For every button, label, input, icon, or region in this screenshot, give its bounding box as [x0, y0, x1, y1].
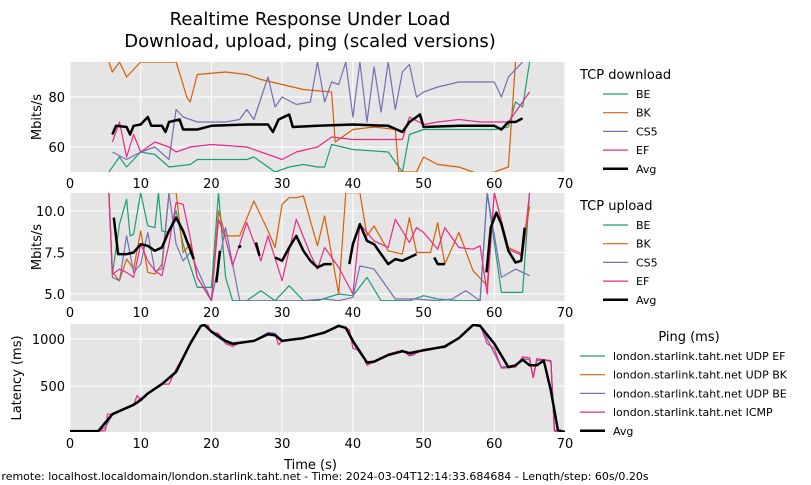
plot-area	[70, 62, 565, 172]
x-tick-label: 30	[274, 437, 291, 452]
legend-label: BK	[636, 107, 652, 120]
legend-label: EF	[636, 275, 649, 288]
x-tick-label: 10	[132, 177, 149, 192]
y-tick-label: 80	[48, 91, 65, 106]
series-line-bk	[108, 62, 517, 172]
series-group	[70, 324, 565, 432]
panel-3: 0 10 20 30 40 50 60 70 500 1000 Latency (ms) Time (…	[10, 324, 788, 473]
legend: TCP download BE BK CS5 EF Avg	[579, 68, 671, 176]
y-tick-label: 10.0	[36, 205, 65, 220]
x-tick-label: 0	[66, 437, 74, 452]
legend: TCP upload BE BK CS5 EF Avg	[579, 199, 658, 307]
x-tick-label: 30	[274, 177, 291, 192]
series-line-ef	[111, 91, 531, 161]
legend-label: london.starlink.taht.net UDP EF	[613, 350, 786, 363]
y-tick-label: 7.5	[44, 246, 65, 261]
chart-subtitle: Download, upload, ping (scaled versions)	[124, 31, 496, 52]
legend-label: london.starlink.taht.net UDP BK	[613, 369, 788, 382]
legend-label: CS5	[636, 256, 658, 269]
y-axis-label: Mbits/s	[30, 224, 45, 270]
legend-label: london.starlink.taht.net UDP BE	[613, 387, 787, 400]
series-group	[108, 62, 531, 172]
series-group	[108, 193, 531, 301]
x-tick-label: 0	[66, 306, 74, 321]
series-line-be	[108, 62, 531, 172]
series-line-cs5	[112, 62, 524, 161]
x-tick-label: 20	[203, 177, 220, 192]
x-tick-label: 70	[557, 437, 574, 452]
series-line-avg	[70, 324, 565, 432]
y-axis-label: Mbits/s	[30, 94, 45, 140]
legend-label: Avg	[636, 294, 656, 307]
x-tick-label: 50	[415, 306, 432, 321]
x-tick-label: 70	[557, 306, 574, 321]
x-tick-label: 10	[132, 306, 149, 321]
legend-label: BE	[636, 219, 651, 232]
y-tick-label: 1000	[32, 333, 65, 348]
legend-label: Avg	[613, 425, 633, 438]
legend: Ping (ms) london.starlink.taht.net UDP EF…	[580, 330, 788, 438]
legend-title: TCP upload	[579, 199, 653, 214]
x-tick-label: 40	[345, 177, 362, 192]
y-tick-label: 5.0	[44, 288, 65, 303]
y-axis-label: Latency (ms)	[10, 335, 25, 420]
series-line-cs5	[108, 193, 530, 301]
legend-title: TCP download	[579, 68, 671, 83]
series-line-avg	[112, 211, 526, 283]
y-tick-label: 60	[48, 141, 65, 156]
legend-label: CS5	[636, 125, 658, 138]
x-tick-label: 70	[557, 177, 574, 192]
plot-area	[70, 324, 565, 432]
x-tick-label: 20	[203, 306, 220, 321]
panel-2: 0 10 20 30 40 50 60 70 5.0 7.5 10.0 Mbits/s TCP uplo…	[30, 193, 658, 321]
y-tick-label: 500	[40, 380, 65, 395]
x-tick-label: 30	[274, 306, 291, 321]
x-tick-label: 40	[345, 306, 362, 321]
legend-title: Ping (ms)	[658, 330, 719, 345]
chart-title: Realtime Response Under Load	[170, 9, 451, 30]
x-tick-label: 0	[66, 177, 74, 192]
x-tick-label: 50	[415, 177, 432, 192]
x-tick-label: 50	[415, 437, 432, 452]
x-tick-label: 10	[132, 437, 149, 452]
legend-label: Avg	[636, 163, 656, 176]
legend-label: london.starlink.taht.net ICMP	[613, 406, 773, 419]
x-tick-label: 60	[486, 306, 503, 321]
series-line-ef	[108, 193, 531, 301]
x-tick-label: 20	[203, 437, 220, 452]
footer-text: remote: localhost.localdomain/london.sta…	[1, 470, 648, 481]
x-tick-label: 60	[486, 177, 503, 192]
x-tick-label: 40	[345, 437, 362, 452]
x-tick-label: 60	[486, 437, 503, 452]
legend-label: BK	[636, 238, 652, 251]
series-line-bk	[108, 193, 531, 301]
legend-label: EF	[636, 144, 649, 157]
legend-label: BE	[636, 88, 651, 101]
series-line-avg	[111, 113, 524, 136]
x-axis-label: Time (s)	[283, 458, 337, 473]
